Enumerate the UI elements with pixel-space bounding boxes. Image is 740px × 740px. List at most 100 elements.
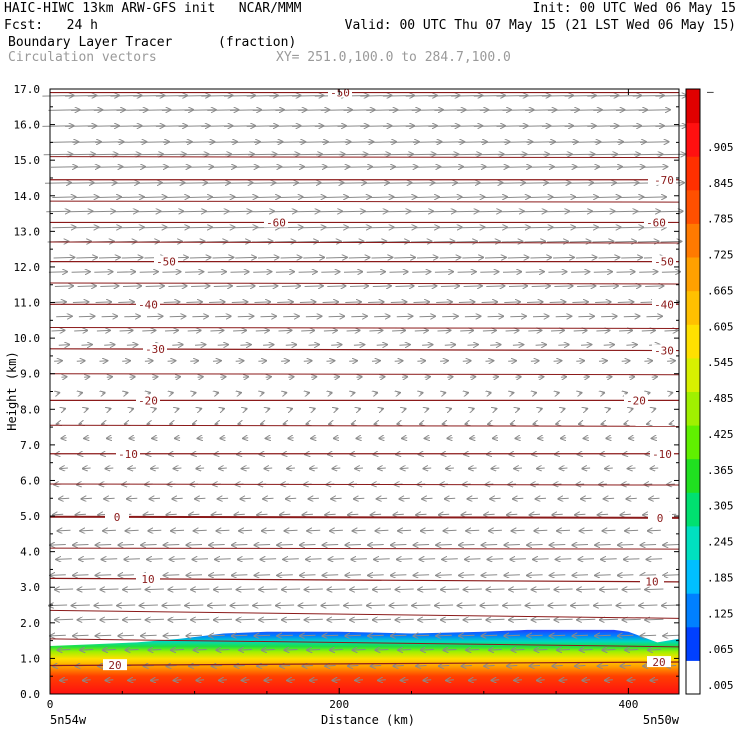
wind-vector [107, 438, 112, 439]
wind-vector [124, 559, 140, 560]
contour-label: -40 [654, 298, 674, 311]
wind-vector [472, 409, 474, 410]
colorbar-label: .125 [707, 607, 734, 620]
wind-vector [236, 286, 255, 287]
wind-vector [253, 605, 272, 606]
wind-vector [547, 241, 568, 242]
wind-vector [376, 345, 387, 346]
wind-vector [101, 316, 118, 317]
wind-vector [605, 468, 613, 469]
contour-label-bg [640, 575, 664, 587]
wind-vector [444, 650, 457, 651]
wind-vector [389, 272, 408, 273]
wind-vector [650, 680, 659, 681]
wind-vector [216, 393, 219, 394]
wind-vector [462, 666, 472, 667]
wind-vector [422, 498, 433, 499]
wind-vector [207, 272, 226, 273]
x-tick-label: 0 [47, 698, 54, 711]
wind-vector [421, 650, 434, 651]
wind-vector [435, 605, 454, 606]
contour-label-bg [264, 216, 288, 228]
wind-vector [198, 438, 203, 439]
wind-vector [307, 530, 321, 531]
wind-vector [170, 424, 173, 425]
wind-vector [330, 650, 343, 651]
wind-vector [277, 635, 293, 636]
wind-vector [641, 545, 657, 546]
colorbar-label: .425 [707, 428, 734, 441]
wind-vector [122, 286, 141, 287]
wind-vector [646, 316, 663, 317]
wind-vector [170, 559, 186, 560]
wind-vector [446, 680, 454, 681]
wind-vector [146, 619, 164, 620]
wind-vector [71, 272, 90, 273]
wind-vector [369, 330, 382, 331]
wind-vector [458, 605, 476, 606]
contour-label-bg [116, 447, 140, 459]
wind-vector [487, 316, 504, 317]
wind-vector [304, 286, 323, 287]
contour-label: -20 [626, 394, 646, 407]
wind-vector [125, 424, 128, 425]
wind-vector [280, 514, 291, 515]
wind-vector [530, 361, 539, 362]
wind-vector [122, 361, 130, 362]
wind-vector [449, 409, 451, 410]
wind-vector [80, 530, 94, 531]
wind-vector [319, 241, 341, 242]
wind-vector [172, 345, 182, 346]
wind-vector [537, 468, 545, 469]
wind-vector [235, 257, 256, 258]
wind-vector [470, 377, 475, 378]
wind-vector [116, 272, 135, 273]
wind-vector [621, 361, 630, 362]
wind-vector [371, 514, 382, 515]
wind-vector [538, 377, 543, 378]
wind-vector [505, 330, 519, 331]
wind-vector [253, 272, 271, 273]
wind-vector [141, 635, 157, 636]
wind-vector [76, 257, 97, 258]
wind-vector [579, 424, 582, 425]
wind-vector [537, 680, 545, 681]
wind-vector [232, 575, 248, 576]
contour-label: -50 [654, 256, 674, 269]
tracer-shading [50, 629, 679, 694]
y-tick-label: 7.0 [20, 439, 40, 452]
wind-vector [58, 530, 71, 531]
wind-vector [147, 559, 163, 560]
wind-vector [371, 666, 382, 667]
wind-vector [167, 361, 176, 362]
temperature-contour [49, 638, 680, 648]
wind-vector [323, 575, 339, 576]
wind-vector [307, 650, 321, 651]
wind-vector [295, 211, 319, 212]
temperature-contour [49, 483, 680, 486]
wind-vector [130, 377, 135, 378]
wind-vector [125, 393, 128, 394]
wind-vector [626, 345, 636, 346]
wind-vector [357, 377, 362, 378]
wind-vector [433, 241, 455, 242]
wind-vector [96, 330, 110, 331]
wind-vector [305, 316, 322, 317]
wind-vector [648, 650, 661, 651]
colorbar-segment [686, 89, 700, 124]
wind-vector [526, 605, 544, 606]
wind-vector [308, 345, 319, 346]
y-tick-label: 6.0 [20, 474, 40, 487]
wind-vector [326, 361, 335, 362]
contour-label: 10 [645, 576, 658, 589]
wind-vector [464, 316, 481, 317]
wind-vector [186, 635, 203, 636]
wind-vector [481, 302, 498, 303]
wind-vector [63, 409, 65, 410]
contour-label: 0 [657, 512, 664, 525]
wind-vector [647, 393, 650, 394]
wind-vector [325, 257, 347, 258]
wind-vector [516, 377, 521, 378]
wind-vector [492, 468, 500, 469]
wind-vector [370, 197, 393, 198]
